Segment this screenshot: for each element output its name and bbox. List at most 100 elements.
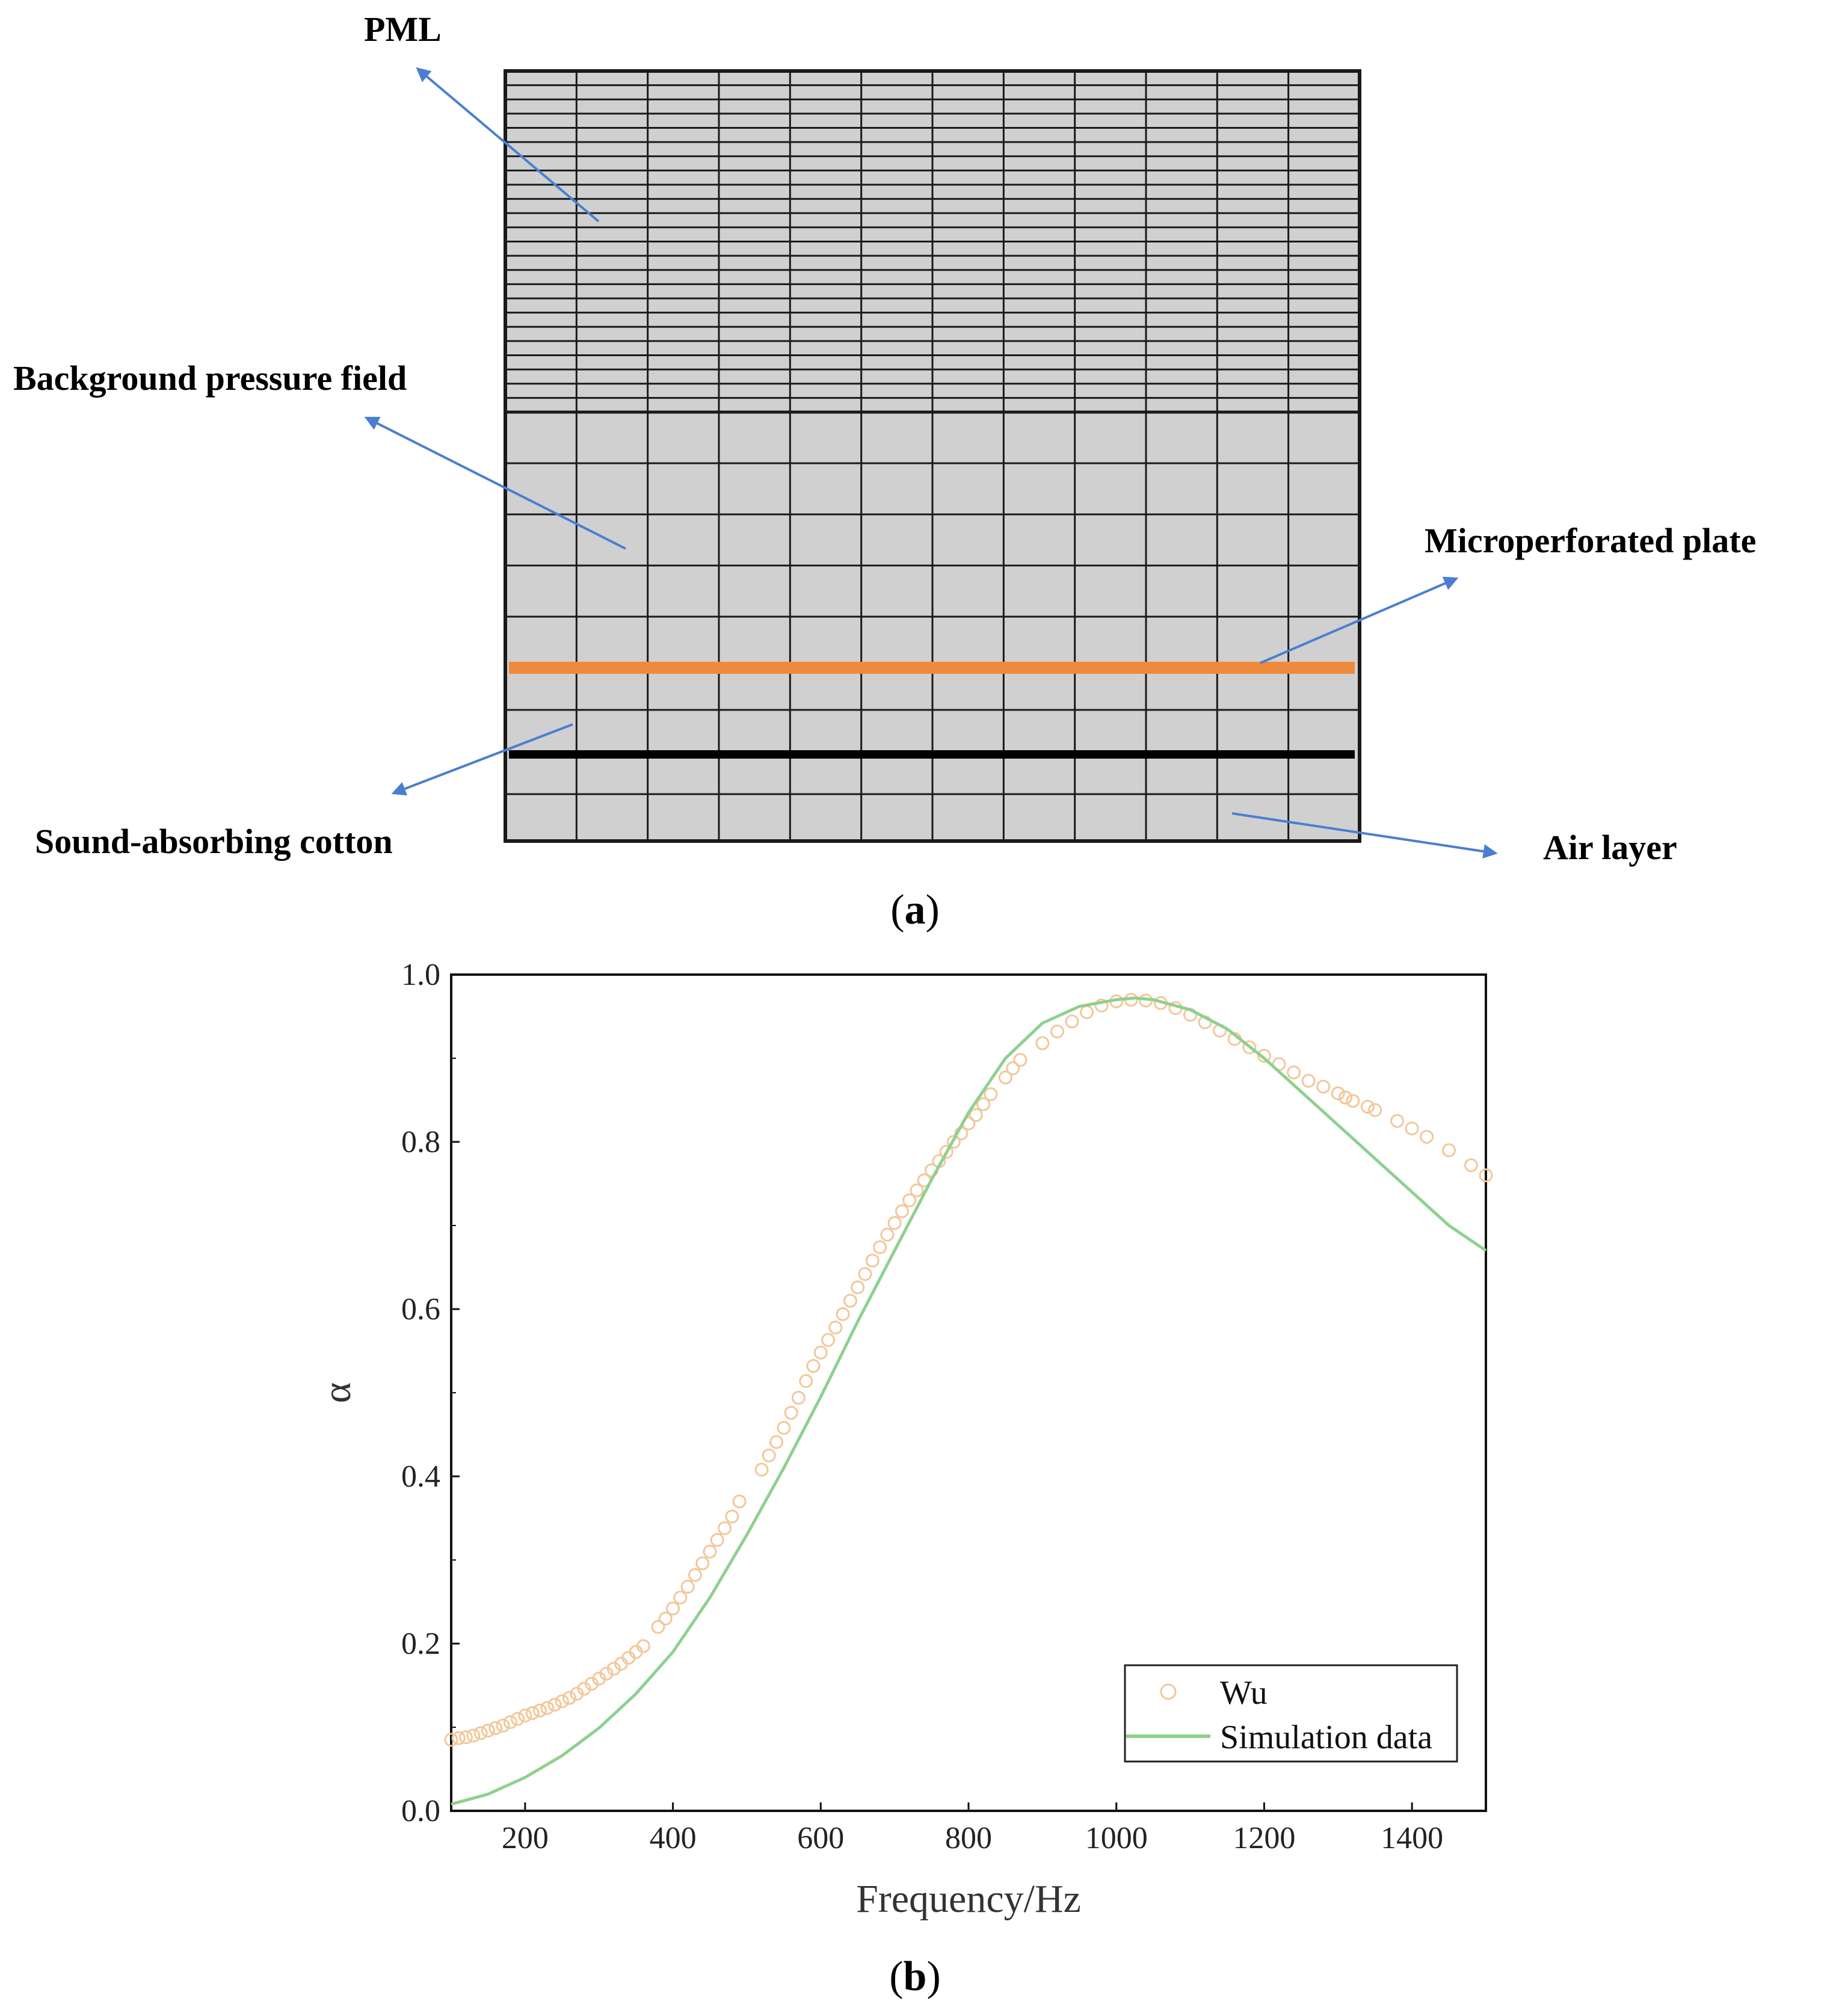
- data-point-wu: [525, 1706, 540, 1720]
- panel-a-label: (a): [890, 887, 940, 933]
- data-point-wu: [851, 1280, 865, 1295]
- series-simulation: [451, 996, 1487, 1806]
- x-tick-label: 200: [502, 1821, 549, 1855]
- data-point-wu: [1316, 1079, 1331, 1094]
- data-point-wu: [813, 1345, 828, 1360]
- data-point-wu: [939, 1145, 954, 1159]
- y-axis: 0.0 0.2 0.4 0.6 0.8 1.0: [401, 958, 460, 1828]
- data-point-wu: [843, 1293, 857, 1308]
- data-point-wu: [658, 1611, 673, 1626]
- x-axis-title: Frequency/Hz: [856, 1877, 1081, 1921]
- data-point-wu: [562, 1691, 577, 1705]
- data-point-wu: [836, 1307, 850, 1321]
- data-point-wu: [718, 1521, 732, 1535]
- label-air-layer: Air layer: [1543, 828, 1677, 867]
- y-tick-label: 1.0: [401, 958, 440, 992]
- data-point-wu: [1464, 1158, 1478, 1173]
- data-point-wu: [910, 1183, 924, 1198]
- data-point-wu: [1035, 1036, 1050, 1050]
- y-tick-label: 0.8: [401, 1125, 440, 1159]
- data-point-wu: [636, 1639, 650, 1653]
- x-tick-label: 1400: [1381, 1821, 1443, 1855]
- x-tick-label: 400: [650, 1821, 697, 1855]
- data-point-wu: [902, 1193, 917, 1207]
- data-point-wu: [777, 1420, 791, 1435]
- data-point-wu: [791, 1390, 806, 1405]
- legend-label-wu: Wu: [1220, 1674, 1268, 1712]
- data-point-wu: [858, 1267, 872, 1281]
- panel-b-label: (b): [889, 1953, 941, 2000]
- data-point-wu: [806, 1359, 821, 1373]
- data-point-wu: [984, 1087, 998, 1102]
- x-tick-label: 800: [945, 1821, 992, 1855]
- panel-a-mesh-diagram: PML Background pressure field Microperfo…: [13, 10, 1756, 933]
- data-point-wu: [799, 1374, 813, 1389]
- data-point-wu: [1094, 998, 1109, 1013]
- data-point-wu: [1257, 1049, 1271, 1063]
- data-point-wu: [1442, 1143, 1456, 1158]
- data-point-wu: [680, 1579, 695, 1594]
- data-point-wu: [451, 1731, 466, 1745]
- data-point-wu: [481, 1724, 495, 1738]
- data-point-wu: [666, 1601, 680, 1616]
- legend-label-simulation: Simulation data: [1220, 1719, 1432, 1756]
- data-point-wu: [518, 1709, 532, 1723]
- data-point-wu: [873, 1240, 887, 1254]
- data-point-wu: [547, 1697, 562, 1712]
- data-point-wu: [1339, 1090, 1353, 1105]
- label-pml: PML: [364, 10, 442, 49]
- data-point-wu: [1346, 1094, 1360, 1108]
- label-background-pressure-field: Background pressure field: [13, 359, 407, 398]
- series-wu: [444, 993, 1493, 1747]
- x-tick-label: 600: [797, 1821, 844, 1855]
- legend: Wu Simulation data: [1124, 1664, 1458, 1763]
- x-tick-label: 1000: [1085, 1821, 1148, 1855]
- data-point-wu: [466, 1728, 481, 1743]
- data-point-wu: [503, 1715, 517, 1730]
- data-point-wu: [695, 1556, 710, 1571]
- air-arrow: [1231, 812, 1498, 858]
- data-point-wu: [540, 1701, 555, 1715]
- y-tick-label: 0.0: [401, 1794, 440, 1828]
- data-point-wu: [710, 1533, 724, 1547]
- data-point-wu: [769, 1435, 784, 1449]
- data-point-wu: [511, 1712, 525, 1726]
- data-point-wu: [688, 1568, 702, 1582]
- data-point-wu: [555, 1694, 569, 1709]
- data-point-wu: [821, 1333, 836, 1347]
- y-tick-label: 0.2: [401, 1627, 440, 1661]
- y-tick-label: 0.6: [401, 1292, 440, 1327]
- data-point-wu: [673, 1591, 688, 1605]
- data-point-wu: [459, 1730, 473, 1745]
- data-point-wu: [651, 1620, 665, 1634]
- data-point-wu: [880, 1227, 895, 1242]
- data-point-wu: [762, 1448, 776, 1463]
- data-point-wu: [1360, 1100, 1375, 1114]
- data-point-wu: [784, 1405, 798, 1420]
- plate-arrow: [1260, 576, 1459, 664]
- data-point-wu: [1242, 1040, 1257, 1055]
- cotton-arrow: [391, 723, 573, 796]
- background-arrow: [364, 416, 626, 550]
- data-point-wu: [976, 1097, 991, 1111]
- data-point-wu: [946, 1135, 961, 1149]
- data-point-wu: [703, 1544, 717, 1559]
- panel-b-absorption-chart: 200 400 600 800 1000 1200 1400 0.0 0.2 0.4 0.6 0.8…: [315, 958, 1493, 2000]
- data-point-wu: [1390, 1114, 1405, 1128]
- data-point-wu: [1301, 1074, 1316, 1088]
- x-tick-label: 1200: [1233, 1821, 1295, 1855]
- data-point-wu: [969, 1108, 983, 1123]
- label-sound-absorbing-cotton: Sound-absorbing cotton: [35, 822, 393, 861]
- data-point-wu: [1050, 1025, 1064, 1039]
- data-point-wu: [1479, 1168, 1493, 1183]
- data-point-wu: [1405, 1121, 1419, 1136]
- simulation-line: [451, 996, 1487, 1806]
- data-point-wu: [473, 1726, 488, 1740]
- label-microperforated-plate: Microperforated plate: [1425, 521, 1756, 560]
- data-point-wu: [496, 1718, 510, 1733]
- data-point-wu: [488, 1721, 503, 1735]
- x-axis: 200 400 600 800 1000 1200 1400: [502, 1802, 1443, 1855]
- data-point-wu: [895, 1204, 909, 1218]
- data-point-wu: [998, 1070, 1012, 1085]
